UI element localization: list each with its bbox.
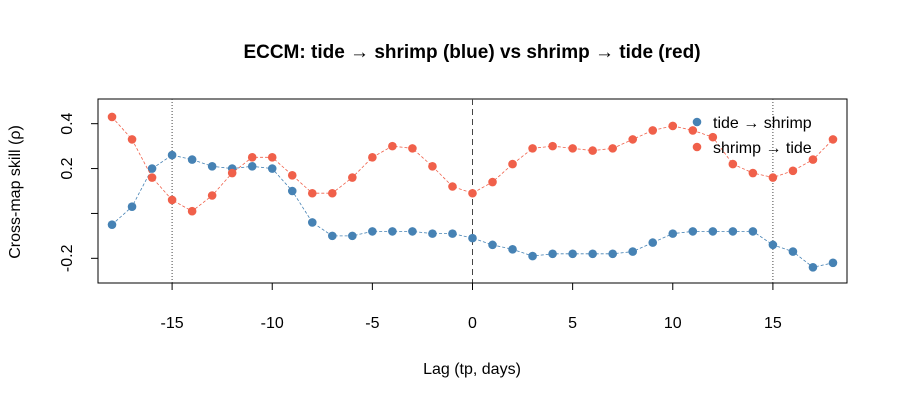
series-1-point [368, 153, 377, 162]
legend-label-0: tide → shrimp [713, 115, 812, 132]
series-1-point [388, 141, 397, 151]
series-1-point [348, 173, 357, 182]
series-1-point [408, 144, 417, 153]
series-0-point [207, 162, 217, 171]
series-1-point [628, 135, 638, 144]
series-1-point [768, 173, 778, 182]
series-1-point [328, 188, 337, 198]
series-0-point [428, 229, 437, 238]
series-1-point [728, 159, 738, 169]
series-0-point [548, 249, 557, 259]
series-1-point [828, 135, 838, 144]
series-0-point [468, 233, 477, 243]
series-1-point [207, 191, 217, 200]
x-tick-label: -10 [261, 315, 284, 332]
x-tick-label: 0 [468, 315, 477, 332]
chart-title: ECCM: tide → shrimp (blue) vs shrimp → t… [243, 42, 700, 63]
series-0-point [708, 227, 718, 236]
x-tick-label: 15 [764, 315, 782, 332]
series-0-point [808, 262, 818, 272]
y-tick-label: 0.2 [59, 157, 76, 179]
series-0-point [748, 227, 758, 236]
series-0-point [107, 220, 117, 229]
x-tick-label: -15 [161, 315, 184, 332]
series-1-point [688, 126, 698, 135]
series-1-point [608, 144, 617, 153]
series-0-point [768, 240, 778, 250]
x-axis-label: Lag (tp, days) [423, 361, 521, 378]
series-0-point [588, 249, 597, 259]
series-1-point [568, 144, 577, 153]
series-0-point [668, 229, 678, 238]
series-1-point [468, 188, 477, 198]
series-0-point [608, 249, 617, 259]
series-0-point [247, 162, 257, 171]
series-0-point [328, 231, 337, 241]
series-0-point [287, 186, 297, 196]
series-1-point [147, 173, 157, 182]
series-1-point [668, 121, 678, 131]
series-1-point [127, 135, 137, 144]
x-tick-label: 10 [664, 315, 682, 332]
series-1-point [187, 206, 197, 216]
series-0-point [167, 150, 177, 160]
series-0-point [508, 245, 517, 254]
series-1-point [528, 144, 537, 153]
series-0-point [828, 258, 838, 268]
series-0-point [688, 227, 698, 236]
series-1-point [167, 195, 177, 205]
series-1-point [508, 159, 517, 169]
series-0-point [528, 251, 537, 261]
y-axis-label: Cross-map skill (ρ) [7, 125, 24, 259]
series-0-point [127, 202, 137, 212]
series-1-point [287, 170, 297, 180]
series-0-point [267, 164, 277, 173]
series-0-point [788, 247, 798, 256]
series-1-point [247, 153, 257, 162]
series-0-point [368, 227, 377, 236]
series-1-point [588, 146, 597, 155]
legend-marker-0 [692, 117, 702, 127]
x-tick-label: -5 [365, 315, 379, 332]
series-0-point [348, 231, 357, 241]
series-1-point [648, 126, 658, 135]
legend-label-1: shrimp → tide [713, 140, 812, 157]
series-0-point [568, 249, 577, 259]
series-0-point [488, 240, 497, 250]
series-0-point [648, 238, 658, 247]
series-1-point [267, 153, 277, 162]
y-tick-label: 0.4 [59, 112, 76, 134]
y-tick-label: -0.2 [59, 244, 76, 272]
legend: tide → shrimp shrimp → tide [692, 115, 812, 157]
series-1-point [448, 182, 457, 191]
series-1-point [788, 166, 798, 176]
series-1-point [107, 112, 117, 122]
series-0-point [448, 229, 457, 238]
series-1-point [488, 177, 497, 187]
series-1-point [548, 141, 557, 151]
series-1-point [708, 132, 718, 142]
series-1-point [227, 168, 237, 178]
x-tick-label: 5 [568, 315, 577, 332]
series-0-point [147, 164, 157, 173]
series-1-point [307, 188, 317, 198]
series-0-point [307, 218, 317, 227]
series-0-point [728, 227, 738, 236]
series-1-point [428, 162, 437, 171]
series-0-point [187, 155, 197, 164]
series-1-point [808, 155, 818, 164]
series-0-point [408, 227, 417, 236]
series-1-point [748, 168, 758, 178]
series-0-point [388, 227, 397, 236]
series-0-point [628, 247, 638, 256]
legend-marker-1 [692, 142, 702, 152]
